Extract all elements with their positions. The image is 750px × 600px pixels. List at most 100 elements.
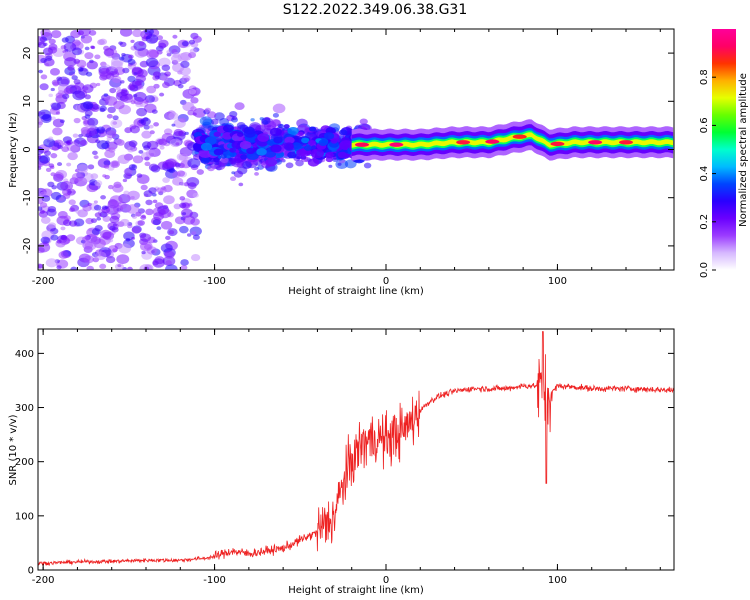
spectrogram-blob (307, 158, 320, 167)
spectrogram-blob (45, 55, 53, 61)
spectrogram-blob (140, 184, 148, 191)
colorbar-tick-label: 0.0 (699, 262, 710, 278)
spectrogram-blob (105, 130, 117, 139)
spectrogram-blob (50, 102, 62, 111)
spectrogram-blob (135, 211, 142, 217)
spectrogram-blob (213, 157, 220, 163)
spectrogram-blob (301, 137, 310, 144)
spectrogram-blob (257, 133, 270, 142)
spectrogram-blob (113, 100, 125, 110)
spectrogram-blob (45, 258, 58, 268)
spectrogram-blob (104, 205, 109, 209)
spectrogram-blob (78, 134, 83, 138)
spectrogram-blob (100, 229, 112, 239)
spectrogram-blob (99, 263, 107, 270)
spectrogram-blob (234, 102, 245, 111)
spectrogram-blob (152, 199, 158, 204)
y-tick-label: 20 (22, 47, 33, 60)
spectrogram-blob (148, 163, 159, 172)
spectrogram-blob (270, 144, 282, 153)
spectrogram-blob (90, 45, 96, 50)
spectrogram-blob (160, 243, 173, 253)
spectrogram-blob (47, 181, 55, 188)
x-tick-label: -100 (203, 276, 226, 287)
spectrogram-blob (93, 155, 99, 160)
spectrogram-blob (307, 140, 316, 146)
spectrogram-blob (182, 102, 195, 112)
spectrogram-blob (182, 212, 187, 216)
spectrogram-blob (186, 233, 192, 237)
spectrogram-blob (148, 124, 154, 129)
spectrogram-blob (103, 45, 110, 51)
spectrogram-blob (231, 115, 238, 121)
spectrogram-blob (53, 172, 65, 181)
spectrogram-hotspot (550, 141, 565, 147)
spectrogram-blob (160, 220, 173, 230)
spectrogram-blob (112, 184, 124, 193)
spectrogram-blob (41, 195, 51, 202)
snr-panel: -200 -100 0 100 0 100 200 300 400 Height of str… (8, 328, 675, 596)
spectrogram-blob (38, 146, 44, 155)
spectrogram-blob (243, 126, 255, 135)
spectrogram-blob (363, 162, 372, 169)
spectrogram-blob (94, 180, 103, 187)
spectrogram-blob (131, 226, 142, 234)
spectrogram-blob (134, 80, 142, 86)
x-tick-label: -200 (32, 575, 55, 586)
spectrogram-blob (161, 64, 171, 72)
spectrogram-blob (207, 165, 215, 172)
x-tick-label: 100 (548, 575, 567, 586)
spectrogram-blob (233, 170, 244, 178)
snr-y-ticks: 0 100 200 300 400 (15, 349, 674, 577)
spectrogram-blob (84, 52, 94, 60)
snr-frame (37, 328, 675, 571)
spectrogram-blob (76, 164, 89, 173)
spectrogram-blob (112, 115, 119, 121)
y-tick-label: -20 (22, 238, 33, 254)
spectrogram-blob (330, 139, 338, 144)
spectrogram-blob (196, 169, 204, 175)
spectrogram-blob (318, 139, 328, 146)
spectrogram-blob (87, 117, 99, 127)
spectrogram-blob (61, 37, 69, 43)
spectrogram-blob (189, 48, 197, 55)
spectrogram-blob (118, 41, 123, 45)
spectrogram-blob (56, 265, 62, 270)
spectrogram-blob (119, 29, 133, 37)
spectrogram-hotspot (355, 142, 369, 147)
spectrogram-blob (287, 151, 297, 159)
y-tick-label: 100 (15, 511, 34, 522)
spectrogram-blob (50, 87, 55, 92)
spectrogram-blob (144, 161, 151, 167)
spectrogram-blob (98, 38, 108, 45)
spectrogram-blob (87, 164, 95, 170)
spectrogram-blob (129, 125, 140, 134)
spectrogram-blob (210, 118, 219, 125)
spectrogram-blob (136, 107, 148, 117)
spectrogram-blob (130, 39, 135, 43)
spectrogram-blob (158, 42, 167, 49)
spectrogram-blob (138, 41, 145, 47)
spectrogram-blob (230, 176, 237, 182)
spectrogram-blob (127, 190, 140, 201)
spectrogram-blob (60, 180, 74, 191)
spectrogram-blob (173, 128, 184, 137)
spectrogram-blob (96, 217, 102, 221)
spectrogram-blob (300, 155, 307, 160)
spectrogram-blob (72, 133, 79, 138)
spectrogram-blob (47, 46, 58, 54)
spectrogram-blob (126, 204, 140, 215)
spectrogram-blob (179, 182, 186, 186)
spectrogram-blob (147, 236, 156, 244)
spectrogram-blob (200, 142, 213, 151)
spectrogram-blob (240, 154, 248, 160)
spectrogram-blob (133, 91, 147, 102)
spectrogram-blob (38, 264, 44, 269)
spectrogram-blob (187, 158, 201, 169)
spectrogram-x-axis-label: Height of straight line (km) (288, 286, 424, 297)
spectrogram-blob (111, 227, 119, 233)
spectrogram-blob (103, 164, 110, 169)
spectrogram-blob (143, 124, 150, 130)
spectrogram-blob (82, 236, 90, 242)
spectrogram-blob (78, 67, 89, 76)
